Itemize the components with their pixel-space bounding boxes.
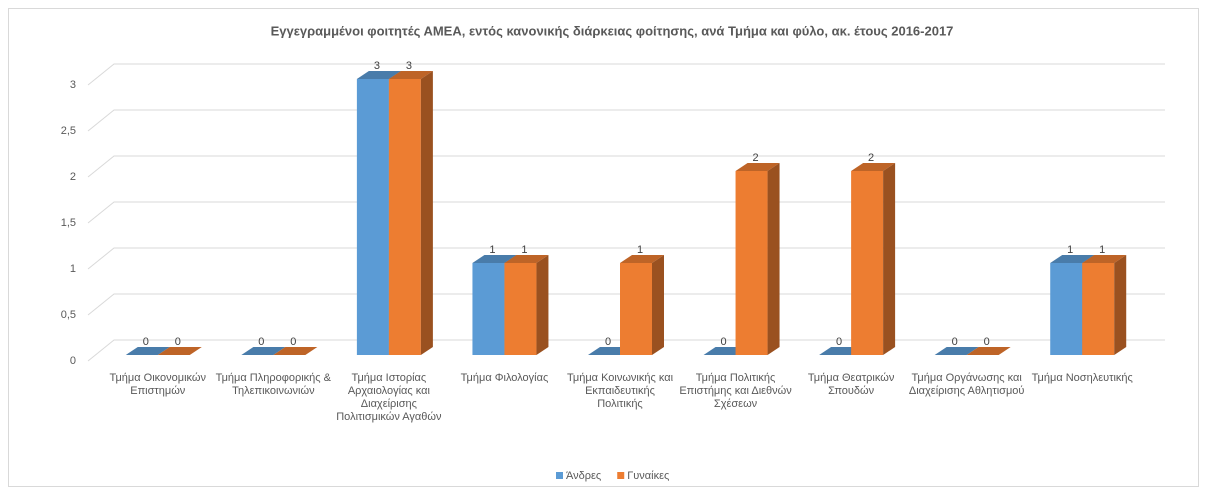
grid-line — [87, 63, 1165, 86]
bar-top — [157, 347, 202, 355]
x-tick-label: Τμήμα Κοινωνικής και Εκπαιδευτικής Πολιτ… — [566, 372, 674, 410]
bar-front — [472, 263, 505, 355]
bar-side — [536, 255, 549, 355]
data-label: 2 — [752, 152, 758, 164]
data-label: 0 — [836, 336, 842, 348]
bar-front — [1082, 263, 1115, 355]
y-tick-label: 2,5 — [61, 125, 76, 137]
legend-swatch — [556, 472, 563, 479]
data-label: 0 — [143, 336, 149, 348]
bar-side — [420, 71, 433, 355]
x-tick-label: Τμήμα Οργάνωσης και Διαχείρισης Αθλητισμ… — [908, 372, 1025, 397]
data-label: 0 — [175, 336, 181, 348]
grid-line — [87, 109, 1165, 132]
x-tick-label: Τμήμα Ιστορίας Αρχαιολογίας και Διαχείρι… — [336, 372, 442, 423]
x-tick-label-box: Τμήμα Κοινωνικής και Εκπαιδευτικής Πολιτ… — [566, 372, 674, 410]
bar-front — [356, 79, 389, 355]
bar-front — [388, 79, 421, 355]
bar-side — [883, 163, 896, 355]
x-tick-label-box: Τμήμα Νοσηλευτικής — [1031, 372, 1133, 384]
data-label: 1 — [1067, 244, 1073, 256]
bar-top — [472, 255, 517, 263]
x-tick-label-box: Τμήμα Θεατρικών Σπουδών — [807, 372, 895, 397]
legend-swatch — [617, 472, 625, 479]
bar-top — [504, 255, 549, 263]
x-tick-label-box: Τμήμα Φιλολογίας — [460, 372, 549, 384]
x-tick-label-box: Τμήμα Πολιτικής Επιστήμης και Διεθνών Σχ… — [679, 372, 792, 410]
bar-front — [620, 263, 652, 355]
y-tick-label: 3 — [70, 79, 76, 91]
chart-title: Εγγεγραμμένοι φοιτητές ΑΜΕΑ, εντός κανον… — [271, 23, 954, 38]
y-tick-label: 2 — [70, 171, 76, 183]
data-label: 1 — [521, 244, 527, 256]
legend-label: Άνδρες — [566, 470, 601, 482]
bar-top — [356, 71, 401, 79]
bar-front — [851, 171, 884, 355]
bar-top — [241, 347, 286, 355]
x-tick-label-box: Τμήμα Οικονομικών Επιστημών — [109, 372, 206, 397]
data-label: 0 — [720, 336, 726, 348]
x-tick-label: Τμήμα Φιλολογίας — [460, 372, 549, 384]
bar — [504, 255, 549, 355]
grid-line — [87, 201, 1165, 224]
grid-line — [87, 247, 1165, 270]
x-tick-label: Τμήμα Πληροφορικής & Τηλεπικοινωνιών — [215, 372, 331, 397]
bar — [273, 347, 318, 355]
y-tick-label: 1 — [70, 263, 76, 275]
bar-top — [1082, 255, 1127, 263]
data-label: 0 — [258, 336, 264, 348]
bar-top — [1050, 255, 1095, 263]
y-tick-label: 0,5 — [61, 309, 76, 321]
legend-label: Γυναίκες — [627, 470, 669, 482]
bar — [157, 347, 202, 355]
grid-line — [87, 155, 1165, 178]
x-tick-label-box: Τμήμα Ιστορίας Αρχαιολογίας και Διαχείρι… — [336, 372, 442, 423]
bar — [1082, 255, 1127, 355]
bar — [241, 347, 286, 355]
data-label: 1 — [489, 244, 495, 256]
x-tick-label: Τμήμα Οικονομικών Επιστημών — [109, 372, 206, 397]
x-tick-label-box: Τμήμα Πληροφορικής & Τηλεπικοινωνιών — [215, 372, 331, 397]
data-label: 0 — [605, 336, 611, 348]
data-label: 3 — [374, 60, 380, 72]
bar-front — [504, 263, 537, 355]
bar — [966, 347, 1011, 355]
x-tick-label: Τμήμα Πολιτικής Επιστήμης και Διεθνών Σχ… — [679, 372, 792, 410]
bar-top — [273, 347, 318, 355]
bar-side — [767, 163, 780, 355]
data-label: 3 — [406, 60, 412, 72]
x-tick-label: Τμήμα Θεατρικών Σπουδών — [807, 372, 895, 397]
bar — [735, 163, 780, 355]
bar-top — [934, 347, 979, 355]
data-label: 1 — [637, 244, 643, 256]
data-label: 0 — [290, 336, 296, 348]
bar-top — [620, 255, 664, 263]
bar — [125, 347, 170, 355]
bar — [388, 71, 433, 355]
bar — [934, 347, 979, 355]
bar — [620, 255, 664, 355]
grid-line — [87, 339, 1165, 362]
bar-front — [735, 171, 768, 355]
bar-top — [125, 347, 170, 355]
bar-top — [388, 71, 433, 79]
bar-top — [966, 347, 1011, 355]
bar-front — [1050, 263, 1083, 355]
grid-line — [87, 293, 1165, 316]
x-tick-label-box: Τμήμα Οργάνωσης και Διαχείρισης Αθλητισμ… — [908, 372, 1025, 397]
data-label: 0 — [984, 336, 990, 348]
bar-top — [851, 163, 896, 171]
x-tick-label: Τμήμα Νοσηλευτικής — [1031, 372, 1133, 384]
bar-side — [652, 255, 664, 355]
bar-top — [735, 163, 780, 171]
y-tick-label: 0 — [70, 355, 76, 367]
data-label: 0 — [952, 336, 958, 348]
data-label: 1 — [1099, 244, 1105, 256]
data-label: 2 — [868, 152, 874, 164]
bar — [851, 163, 896, 355]
y-tick-label: 1,5 — [61, 217, 76, 229]
bar-side — [1114, 255, 1127, 355]
